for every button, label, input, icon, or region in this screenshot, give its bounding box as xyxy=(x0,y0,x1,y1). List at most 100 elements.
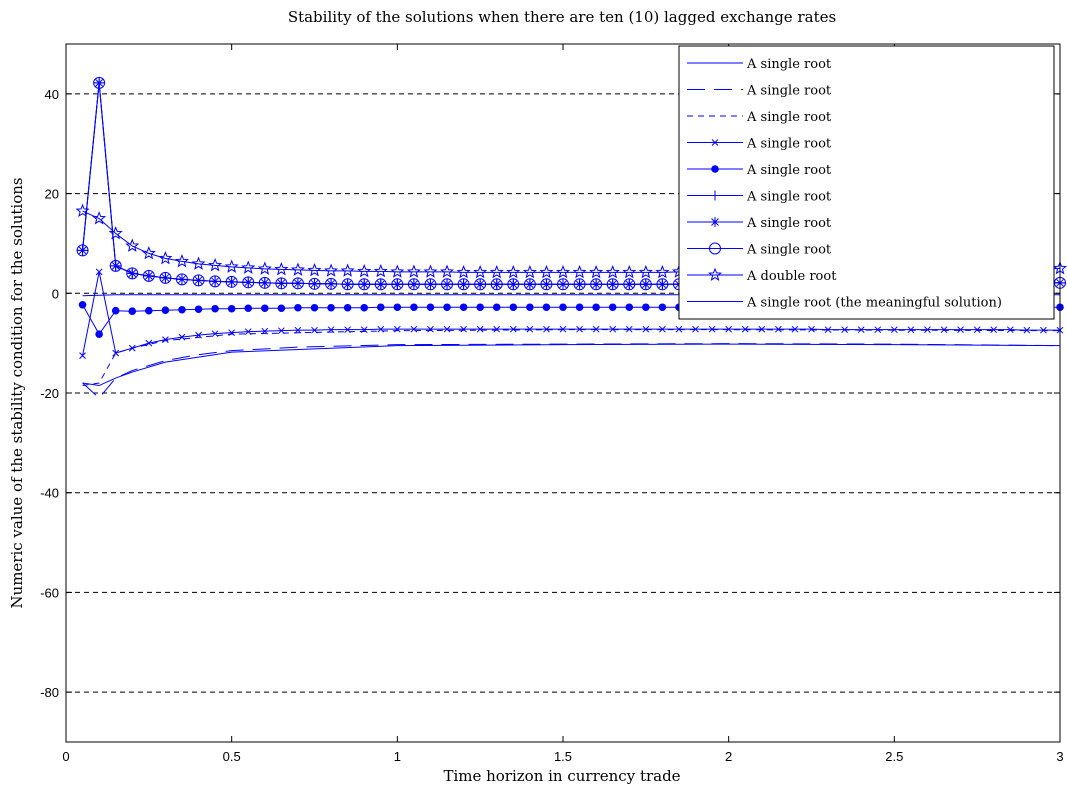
data-point xyxy=(423,264,438,278)
legend-label: A single root xyxy=(746,110,832,125)
data-point xyxy=(175,273,188,286)
data-point xyxy=(907,326,915,334)
data-point xyxy=(489,264,504,279)
data-point xyxy=(493,325,501,333)
data-point xyxy=(457,278,470,291)
data-point xyxy=(658,303,667,312)
data-point xyxy=(343,303,352,312)
data-point xyxy=(659,325,666,333)
data-point xyxy=(625,325,633,333)
data-point xyxy=(507,278,520,291)
data-point xyxy=(692,325,699,333)
data-point xyxy=(244,328,252,336)
data-point xyxy=(522,264,537,279)
legend-item: A single root xyxy=(687,57,832,72)
data-point xyxy=(410,303,418,312)
legend-label: A single root (the meaningful solution) xyxy=(746,296,1002,311)
data-point xyxy=(473,264,488,279)
data-point xyxy=(78,300,87,309)
data-point xyxy=(178,333,186,341)
data-point xyxy=(625,303,634,312)
data-point xyxy=(244,304,253,313)
data-point xyxy=(373,263,388,278)
legend-item: A single root xyxy=(687,190,832,205)
y-tick-label: -40 xyxy=(40,486,59,501)
data-point xyxy=(555,264,571,279)
data-point xyxy=(241,260,256,274)
data-point xyxy=(857,326,865,334)
data-point xyxy=(374,278,387,291)
x-axis-label: Time horizon in currency trade xyxy=(443,767,680,785)
data-point xyxy=(608,303,617,312)
data-point xyxy=(808,325,815,333)
legend-label: A single root xyxy=(746,216,832,231)
axis-ticks: -80 -60 -40 -20 0 20 40 0 0.5 1 1.5 2 2.5 3 xyxy=(40,44,1064,764)
data-point xyxy=(623,278,636,291)
data-point xyxy=(275,277,288,290)
data-point xyxy=(261,304,269,313)
data-point xyxy=(162,336,169,344)
data-point xyxy=(308,277,321,290)
data-point xyxy=(225,275,238,288)
data-point xyxy=(112,349,120,357)
legend-item: A single root xyxy=(687,84,832,99)
data-point xyxy=(708,325,716,333)
data-point xyxy=(125,238,140,252)
data-point xyxy=(227,304,236,313)
data-point xyxy=(224,259,239,273)
data-point xyxy=(590,278,603,291)
legend-label: A single root xyxy=(746,57,832,72)
data-point xyxy=(973,326,981,334)
data-point xyxy=(360,303,369,312)
data-point xyxy=(791,325,799,333)
data-point xyxy=(357,263,372,278)
data-point xyxy=(311,326,318,334)
data-point xyxy=(145,306,153,315)
data-point xyxy=(559,325,567,333)
data-point xyxy=(274,261,289,276)
data-point xyxy=(1023,326,1031,334)
data-point xyxy=(410,325,418,333)
data-point xyxy=(324,263,339,277)
data-point xyxy=(327,303,335,312)
data-point xyxy=(890,326,898,334)
data-point xyxy=(575,303,584,312)
series-4 xyxy=(79,268,1064,359)
legend-label: A double root xyxy=(746,269,837,284)
data-point xyxy=(161,306,170,315)
legend-label: A single root xyxy=(746,243,832,258)
data-point xyxy=(211,304,219,313)
data-point xyxy=(79,352,86,359)
data-point xyxy=(576,325,583,333)
data-point xyxy=(655,264,670,279)
data-point xyxy=(291,277,304,290)
data-point xyxy=(258,276,271,289)
data-point xyxy=(476,303,484,312)
series-line xyxy=(82,343,1061,399)
data-point xyxy=(490,278,503,291)
data-point xyxy=(542,303,551,312)
legend-label: A single root xyxy=(746,190,832,205)
y-tick-label: -60 xyxy=(40,585,59,600)
data-point xyxy=(159,271,172,284)
series-2 xyxy=(82,343,1061,399)
data-point xyxy=(108,226,123,240)
data-point xyxy=(191,256,206,270)
data-point xyxy=(606,278,619,291)
data-point xyxy=(572,264,587,279)
data-point xyxy=(427,325,434,333)
data-point xyxy=(557,278,569,291)
data-point xyxy=(76,244,89,257)
data-point xyxy=(310,303,319,312)
data-point xyxy=(711,165,719,173)
data-point xyxy=(924,326,931,334)
y-tick-label: 0 xyxy=(52,286,59,301)
data-point xyxy=(261,327,269,335)
data-point xyxy=(476,325,484,333)
grid-lines xyxy=(66,93,1060,693)
x-tick-label: 1.5 xyxy=(554,749,572,764)
data-point xyxy=(758,325,766,333)
data-point xyxy=(957,326,964,334)
data-point xyxy=(424,278,437,291)
legend-label: A single root xyxy=(746,84,832,99)
